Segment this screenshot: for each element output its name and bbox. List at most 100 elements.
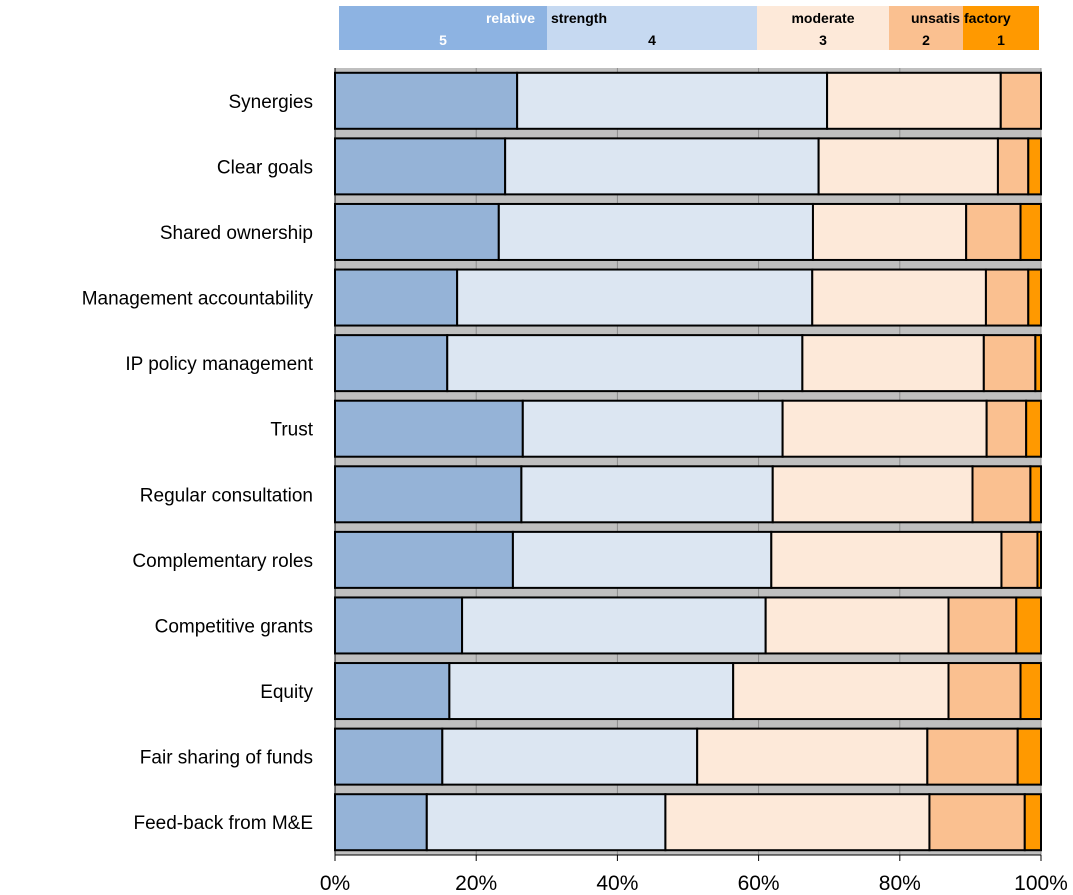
legend-score: 4 xyxy=(648,32,656,48)
gridlines xyxy=(334,68,1042,861)
bar-segment xyxy=(928,793,1026,852)
bar-segment xyxy=(732,662,950,721)
legend-score: 2 xyxy=(922,32,930,48)
bar-segment xyxy=(1027,268,1042,327)
legend-label: strength xyxy=(551,10,607,26)
bar-segment xyxy=(965,202,1022,261)
legend-score: 1 xyxy=(997,32,1005,48)
bar-segment xyxy=(781,399,988,458)
legend-swatch xyxy=(547,6,757,50)
bar-segment xyxy=(982,334,1037,393)
bar-segment xyxy=(1034,334,1043,393)
bar-segment xyxy=(971,465,1032,524)
bar-segment xyxy=(1000,530,1039,589)
bar-segment xyxy=(1029,465,1043,524)
bar-segment xyxy=(461,596,767,655)
bar-segment xyxy=(334,662,451,721)
bar-segment xyxy=(334,727,444,786)
category-label: Competitive grants xyxy=(155,616,313,637)
x-tick-label: 80% xyxy=(879,872,921,895)
bar-segment xyxy=(504,137,820,196)
bar-segment xyxy=(334,399,524,458)
bars xyxy=(334,71,1043,852)
bar-segment xyxy=(334,465,523,524)
bar-segment xyxy=(1019,202,1042,261)
bar-segment xyxy=(521,399,784,458)
legend-score: 5 xyxy=(439,32,447,48)
category-label: Shared ownership xyxy=(160,223,313,244)
bar-segment xyxy=(1019,662,1042,721)
bar-segment xyxy=(947,662,1022,721)
category-label: Fair sharing of funds xyxy=(140,748,313,769)
legend-score: 3 xyxy=(819,32,827,48)
bar-segment xyxy=(511,530,773,589)
bar-segment xyxy=(811,268,987,327)
legend-swatch xyxy=(339,6,547,50)
x-tick-label: 0% xyxy=(320,872,350,895)
category-label: Clear goals xyxy=(217,157,313,178)
legend-label: moderate xyxy=(791,10,854,26)
bar-segment xyxy=(947,596,1018,655)
legend-swatch xyxy=(889,6,963,50)
bar-segment xyxy=(334,596,464,655)
bar-segment xyxy=(696,727,929,786)
category-label: Equity xyxy=(260,682,313,703)
bar-segment xyxy=(334,334,449,393)
bar-segment xyxy=(520,465,774,524)
x-tick-label: 20% xyxy=(455,872,497,895)
bar-segment xyxy=(664,793,931,852)
bar-segment xyxy=(446,334,804,393)
bar-segment xyxy=(1023,793,1042,852)
category-label: IP policy management xyxy=(125,354,313,375)
bar-segment xyxy=(334,137,507,196)
plot-background xyxy=(335,68,1041,855)
bar-segment xyxy=(425,793,667,852)
x-tick-label: 60% xyxy=(738,872,780,895)
bar-segment xyxy=(985,399,1028,458)
bar-segment xyxy=(456,268,814,327)
bar-segment xyxy=(334,268,459,327)
bar-segment xyxy=(811,202,968,261)
plot-area xyxy=(335,68,1041,855)
bar-segment xyxy=(334,71,519,130)
category-label: Synergies xyxy=(229,92,314,113)
bar-segment xyxy=(770,530,1003,589)
bar-segment xyxy=(926,727,1019,786)
category-label: Management accountability xyxy=(82,289,314,310)
bar-segment xyxy=(497,202,814,261)
bar-segment xyxy=(1015,596,1042,655)
bar-segment xyxy=(516,71,829,130)
x-tick-labels: 0% 20% 40% 60% 80% 100% xyxy=(320,872,1068,895)
legend: relative 5 strength 4 moderate 3 unsatis 2 facto… xyxy=(339,6,1039,50)
category-label: Regular consultation xyxy=(140,485,313,506)
legend-label: relative xyxy=(486,10,535,26)
bar-segment xyxy=(801,334,985,393)
bar-segment xyxy=(441,727,699,786)
category-label: Trust xyxy=(270,420,313,441)
legend-swatch xyxy=(757,6,889,50)
category-label: Complementary roles xyxy=(132,551,313,572)
category-label: Feed-back from M&E xyxy=(134,813,314,834)
bar-segment xyxy=(826,71,1002,130)
bar-segment xyxy=(999,71,1042,130)
bar-segment xyxy=(764,596,950,655)
bar-segment xyxy=(817,137,999,196)
legend-label: factory xyxy=(964,10,1011,26)
bar-segment xyxy=(334,202,500,261)
legend-swatch xyxy=(963,6,1039,50)
legend-label: unsatis xyxy=(911,10,960,26)
bar-segment xyxy=(996,137,1030,196)
bar-segment xyxy=(984,268,1030,327)
x-tick-label: 40% xyxy=(596,872,638,895)
bar-segment xyxy=(1025,399,1042,458)
bar-segment xyxy=(1016,727,1043,786)
bar-segment xyxy=(448,662,735,721)
x-tick-label: 100% xyxy=(1014,872,1068,895)
bar-segment xyxy=(334,793,428,852)
bar-segment xyxy=(771,465,974,524)
bar-segment xyxy=(334,530,514,589)
bar-segment xyxy=(1036,530,1042,589)
bar-segment xyxy=(1027,137,1042,196)
category-labels: Synergies Clear goals Shared ownership Mana… xyxy=(82,92,314,834)
